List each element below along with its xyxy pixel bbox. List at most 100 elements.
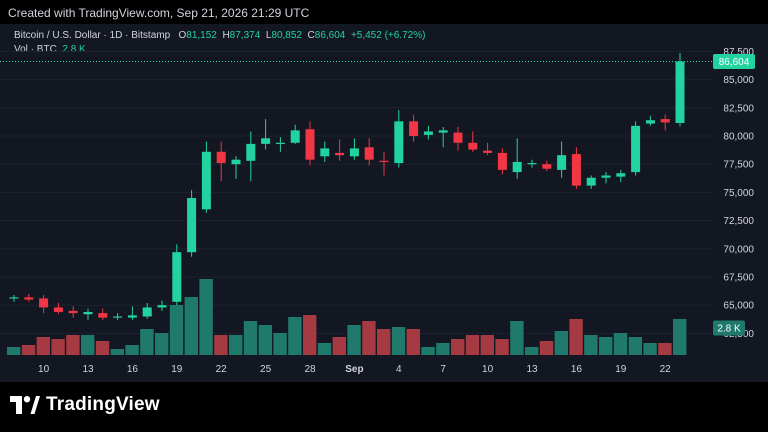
candle-body — [246, 143, 256, 161]
candle-body — [335, 152, 345, 156]
low-value: 80,852 — [271, 30, 302, 41]
volume-bar — [495, 339, 509, 355]
volume-bar — [169, 305, 184, 355]
volume-bar — [229, 335, 243, 355]
candle-body — [349, 148, 359, 157]
volume-bar — [81, 335, 95, 355]
volume-bar — [155, 333, 169, 355]
time-tick-label: 19 — [615, 364, 627, 375]
volume-bar — [406, 329, 420, 355]
candle-body — [616, 173, 626, 177]
candle-body — [483, 150, 493, 153]
price-tick-label: 70,000 — [723, 244, 754, 255]
volume-bar — [288, 317, 302, 355]
volume-bar — [332, 337, 346, 355]
time-tick-label: 22 — [660, 364, 672, 375]
candle-body — [98, 313, 108, 318]
time-tick-label: 28 — [304, 364, 316, 375]
change-value: +5,452 (+6.72%) — [350, 30, 426, 41]
candle-body — [320, 148, 330, 157]
volume-bar — [317, 343, 332, 355]
last-value-markers: 86,604 2.8 K — [0, 54, 755, 336]
volume-bar — [184, 297, 198, 355]
volume-bar — [525, 347, 539, 355]
brand-name: TradingView — [46, 394, 160, 415]
volume-bar — [436, 343, 450, 355]
volume-bar — [214, 335, 228, 355]
volume-bars — [7, 279, 687, 355]
volume-value: 2.8 K — [62, 44, 86, 55]
candle-body — [157, 305, 167, 308]
candle-body — [453, 132, 463, 143]
candle-body — [113, 316, 123, 318]
volume-bar — [140, 329, 154, 355]
price-tick-label: 77,500 — [723, 160, 754, 171]
price-axis: 87,500 85,000 82,500 80,000 77,500 75,000 72,5… — [723, 47, 754, 340]
created-caption: Created with TradingView.com, Sep 21, 20… — [8, 6, 310, 20]
price-tick-label: 85,000 — [723, 75, 754, 86]
time-axis: 10 13 16 19 22 25 28 Sep 4 7 10 13 16 19 22 — [38, 364, 671, 375]
candle-body — [527, 163, 537, 165]
candle-body — [187, 198, 197, 253]
volume-bar — [658, 343, 672, 355]
volume-bar — [303, 315, 317, 355]
candle-body — [68, 310, 78, 314]
volume-bar — [110, 349, 124, 355]
open-value: 81,152 — [186, 30, 217, 41]
volume-bar — [554, 331, 568, 355]
volume-bar — [273, 333, 287, 355]
volume-bar — [377, 329, 391, 355]
candle-body — [364, 147, 374, 160]
grid-lines — [0, 50, 712, 334]
volume-bar — [36, 337, 50, 355]
time-tick-label: 4 — [396, 364, 402, 375]
time-tick-label: 22 — [216, 364, 228, 375]
candle-body — [379, 160, 389, 163]
candle-body — [542, 164, 552, 169]
price-tick-label: 75,000 — [723, 188, 754, 199]
volume-bar — [510, 321, 524, 355]
candle-body — [261, 138, 271, 144]
volume-label: Vol · BTC — [14, 44, 57, 55]
volume-bar — [347, 325, 361, 355]
volume-bar — [673, 319, 687, 355]
price-tick-label: 72,500 — [723, 216, 754, 227]
candle-body — [557, 155, 567, 170]
price-tick-label: 80,000 — [723, 132, 754, 143]
last-price-label: 86,604 — [719, 57, 750, 68]
candle-body — [201, 151, 211, 210]
candle-body — [24, 297, 34, 300]
close-label: C — [307, 30, 315, 41]
candle-body — [468, 142, 478, 150]
time-tick-label: 19 — [171, 364, 183, 375]
volume-bar — [391, 327, 406, 355]
ohlc-header: Bitcoin / U.S. Dollar · 1D · Bitstamp O8… — [14, 30, 425, 41]
time-tick-label: 13 — [82, 364, 94, 375]
volume-bar — [362, 321, 376, 355]
candle-body — [601, 175, 611, 178]
volume-bar — [199, 279, 213, 355]
candle-body — [83, 311, 93, 315]
volume-bar — [599, 337, 613, 355]
candle-body — [645, 120, 655, 124]
candle-body — [409, 121, 419, 136]
time-tick-label: 10 — [482, 364, 494, 375]
low-label: L — [265, 30, 272, 41]
volume-bar — [480, 335, 494, 355]
open-label: O — [178, 30, 187, 41]
candle-body — [497, 152, 507, 170]
candle-body — [675, 61, 685, 124]
volume-bar — [243, 321, 258, 355]
candle-body — [423, 131, 433, 135]
candles — [9, 52, 685, 320]
volume-bar — [465, 335, 480, 355]
time-tick-label: 16 — [571, 364, 583, 375]
volume-bar — [569, 319, 583, 355]
volume-bar — [584, 335, 598, 355]
tradingview-brand: TradingView — [10, 392, 160, 418]
price-tick-label: 87,500 — [723, 47, 754, 58]
candle-body — [660, 119, 670, 123]
volume-bar — [643, 343, 657, 355]
